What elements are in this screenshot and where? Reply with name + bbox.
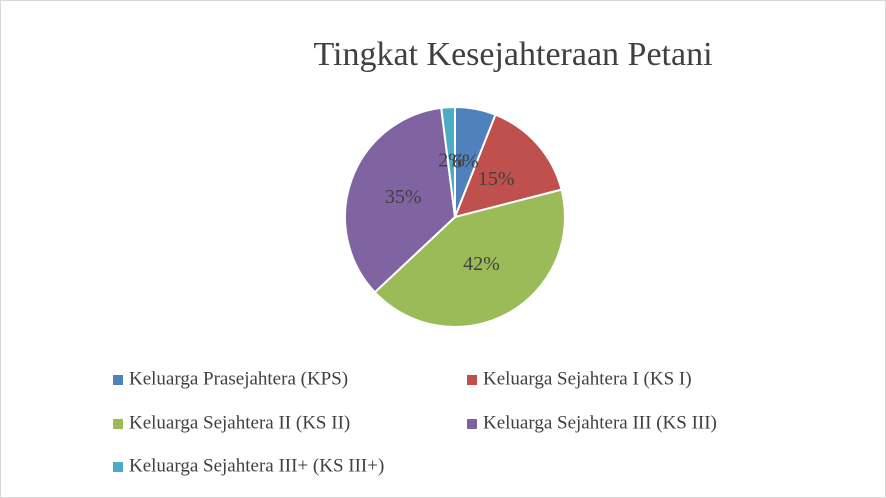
legend-label: Keluarga Sejahtera I (KS I) xyxy=(483,368,692,389)
pie-slice xyxy=(453,113,563,219)
data-label: 42% xyxy=(463,253,500,275)
chart-title: Tingkat Kesejahteraan Petani xyxy=(313,36,712,73)
data-label: 15% xyxy=(478,168,515,190)
pie-slice xyxy=(440,105,456,218)
legend-label: Keluarga Sejahtera III (KS III) xyxy=(483,412,717,433)
legend-swatch xyxy=(467,419,477,429)
legend-label: Keluarga Sejahtera II (KS II) xyxy=(129,412,350,433)
legend-label: Keluarga Prasejahtera (KPS) xyxy=(129,368,348,389)
legend-swatch xyxy=(113,419,123,429)
pie-slice xyxy=(344,106,457,294)
data-label: 35% xyxy=(385,186,422,208)
data-label: 2% xyxy=(438,150,465,172)
pie-slice xyxy=(373,188,566,328)
legend-swatch xyxy=(467,375,477,385)
legend-label: Keluarga Sejahtera III+ (KS III+) xyxy=(129,455,384,476)
data-label: 6% xyxy=(452,151,479,173)
legend-swatch xyxy=(113,375,123,385)
legend-swatch xyxy=(113,462,123,472)
